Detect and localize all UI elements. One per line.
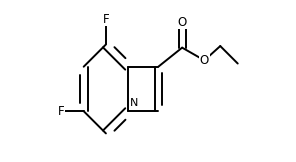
Text: F: F bbox=[58, 105, 65, 118]
Text: O: O bbox=[178, 16, 187, 29]
Text: O: O bbox=[200, 54, 209, 67]
Text: N: N bbox=[130, 98, 139, 108]
Text: F: F bbox=[103, 13, 109, 26]
